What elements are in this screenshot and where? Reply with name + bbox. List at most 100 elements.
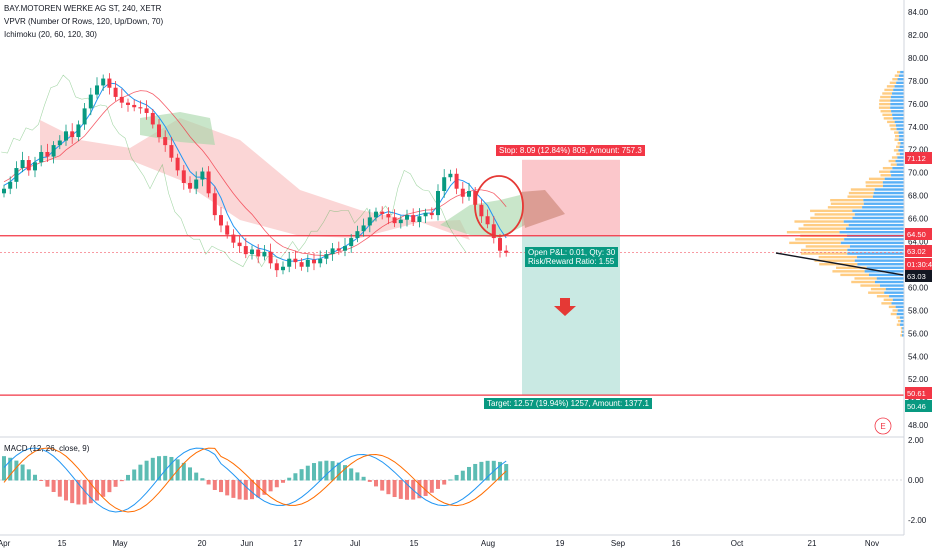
vpvr-row-down: [898, 138, 904, 141]
price-tick-label: 72.00: [908, 146, 929, 155]
vpvr-row-down: [876, 277, 904, 280]
vpvr-row-up: [892, 309, 898, 312]
vpvr-row-up: [896, 152, 900, 156]
vpvr-row-down: [901, 334, 904, 337]
price-tick-label: 66.00: [908, 215, 929, 224]
vpvr-row-down: [892, 113, 904, 117]
price-tick-label: 58.00: [908, 306, 929, 315]
vpvr-row-up: [882, 113, 893, 117]
vpvr-row-up: [881, 302, 892, 305]
vpvr-row-up: [892, 78, 898, 81]
vpvr-row-down: [896, 312, 904, 316]
candle-body: [374, 211, 378, 218]
candle-body: [448, 173, 453, 178]
candle-body: [318, 258, 323, 264]
vpvr-row-up: [889, 81, 897, 85]
vpvr-row-up: [895, 134, 900, 138]
candle-body: [467, 191, 471, 197]
candle-body: [398, 219, 403, 224]
vpvr-row-down: [895, 305, 904, 309]
macd-histogram-bar: [14, 460, 19, 481]
macd-histogram-bar: [349, 468, 354, 481]
macd-histogram-bar: [386, 480, 391, 495]
price-badge-text: 01:30:43: [907, 260, 932, 269]
vpvr-row-down: [862, 206, 904, 209]
vpvr-row-down: [898, 149, 904, 152]
macd-histogram-bar: [361, 476, 366, 481]
macd-histogram-bar: [138, 464, 143, 481]
time-tick-label: Sep: [611, 539, 626, 548]
macd-histogram-bar: [274, 480, 279, 488]
price-tick-label: 82.00: [908, 31, 929, 40]
macd-histogram-bar: [460, 470, 465, 481]
vpvr-row-up: [870, 287, 886, 291]
kumo-future: [520, 190, 565, 228]
candle-body: [14, 168, 19, 182]
price-badge-text: 50.46: [907, 402, 926, 411]
earnings-marker-label: E: [880, 422, 885, 431]
vpvr-row-down: [893, 88, 904, 92]
price-tick-label: 52.00: [908, 375, 929, 384]
time-tick-label: Jul: [350, 539, 360, 548]
macd-histogram-bar: [293, 473, 298, 481]
macd-histogram-bar: [287, 477, 292, 481]
candle-body: [8, 181, 13, 189]
vpvr-row-up: [889, 124, 896, 127]
candle-body: [76, 124, 81, 138]
vpvr-row-up: [840, 273, 869, 277]
macd-histogram-bar: [219, 480, 223, 493]
legend-ichimoku[interactable]: Ichimoku (20, 60, 120, 30): [4, 30, 97, 39]
vpvr-row-down: [882, 181, 904, 184]
stop-zone: [522, 159, 620, 236]
vpvr-row-up: [876, 295, 890, 298]
price-badge-text: 64.50: [907, 230, 926, 239]
macd-histogram-bar: [237, 480, 242, 500]
vpvr-row-down: [897, 156, 904, 159]
vpvr-row-up: [879, 99, 891, 102]
candle-body: [200, 171, 205, 180]
candle-body: [436, 191, 440, 216]
vpvr-row-down: [899, 145, 904, 149]
vpvr-row-up: [880, 174, 892, 177]
macd-histogram-bar: [262, 480, 267, 495]
vpvr-row-up: [814, 213, 855, 216]
macd-histogram-bar: [405, 480, 409, 500]
macd-histogram-bar: [448, 479, 453, 481]
vpvr-row-down: [854, 213, 904, 216]
vpvr-row-down: [900, 142, 904, 145]
candle-body: [150, 112, 155, 125]
candle-body: [299, 262, 304, 267]
candle-body: [157, 124, 161, 138]
macd-histogram-bar: [163, 455, 168, 481]
candle-body: [88, 94, 93, 109]
vpvr-row-up: [900, 327, 903, 330]
candle-body: [33, 162, 37, 171]
vpvr-row-down: [889, 295, 904, 298]
vpvr-row-down: [891, 302, 904, 305]
candle-body: [138, 107, 143, 109]
down-arrow-icon: [554, 298, 576, 316]
legend-vpvr[interactable]: VPVR (Number Of Rows, 120, Up/Down, 70): [4, 17, 164, 26]
vpvr-row-down: [847, 248, 904, 252]
macd-histogram-bar: [374, 480, 378, 487]
price-badge-text: 50.61: [907, 389, 926, 398]
vpvr-row-up: [810, 216, 853, 220]
vpvr-row-up: [832, 270, 865, 273]
open-pnl-text: Open P&L: 0.01, Qty: 30: [528, 248, 616, 257]
legend-symbol[interactable]: BAY.MOTOREN WERKE AG ST, 240, XETR: [4, 4, 162, 13]
time-tick-label: Nov: [865, 539, 879, 548]
macd-histogram-bar: [188, 467, 192, 481]
vpvr-row-down: [863, 198, 904, 202]
macd-histogram-bar: [305, 465, 310, 481]
candle-body: [417, 216, 422, 222]
vpvr-row-up: [890, 163, 897, 166]
vpvr-row-up: [801, 248, 848, 252]
candle-body: [206, 171, 211, 194]
legend-macd[interactable]: MACD (12, 26, close, 9): [4, 444, 90, 453]
candle-body: [305, 259, 310, 267]
vpvr-row-down: [900, 323, 904, 326]
vpvr-row-up: [878, 106, 891, 109]
candle-body: [188, 182, 192, 189]
macd-histogram-bar: [324, 460, 329, 481]
